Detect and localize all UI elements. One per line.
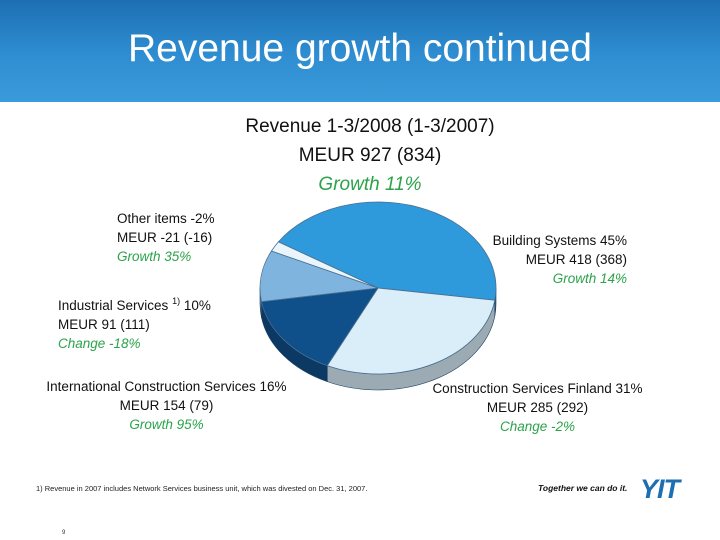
label-industrial-services-value: MEUR 91 (111) — [58, 317, 150, 332]
footnote: 1) Revenue in 2007 includes Network Serv… — [36, 484, 368, 493]
chart-total: MEUR 927 (834) — [298, 145, 442, 166]
footnote-marker: 1) — [172, 296, 181, 306]
label-building-systems-title: Building Systems 45% — [492, 233, 627, 248]
pie-slice-construction-services-finland — [326, 287, 496, 375]
label-industrial-services-title: Industrial Services 1) 10% — [58, 296, 211, 313]
pie-slice-international-construction-services — [261, 287, 379, 367]
chart-growth: Growth 11% — [318, 174, 422, 195]
label-construction-finland-growth: Change -2% — [499, 419, 576, 434]
label-industrial-services: Industrial Services 1) 10% MEUR 91 (111)… — [58, 292, 211, 353]
label-international-construction-value: MEUR 154 (79) — [119, 398, 214, 413]
pie-slice-building-systems — [277, 201, 497, 301]
label-other-items-growth: Growth 35% — [117, 249, 192, 264]
label-industrial-services-growth: Change -18% — [58, 336, 141, 351]
tagline: Together we can do it. — [538, 483, 628, 493]
pie-slice-other-items — [270, 241, 379, 289]
label-construction-finland: Construction Services Finland 31% MEUR 2… — [405, 379, 670, 436]
label-building-systems: Building Systems 45% MEUR 418 (368) Grow… — [427, 231, 627, 288]
yit-logo: YIT — [640, 474, 680, 504]
label-other-items-value: MEUR -21 (-16) — [117, 230, 213, 245]
label-building-systems-growth: Growth 14% — [552, 271, 627, 286]
label-other-items: Other items -2% MEUR -21 (-16) Growth 35… — [117, 209, 215, 266]
page-number: 9 — [62, 530, 66, 536]
title-banner — [0, 0, 720, 102]
label-international-construction-title: International Construction Services 16% — [46, 379, 287, 394]
page-title: Revenue growth continued — [128, 27, 592, 70]
label-other-items-title: Other items -2% — [117, 211, 215, 226]
label-construction-finland-title: Construction Services Finland 31% — [432, 381, 643, 396]
label-international-construction: International Construction Services 16% … — [14, 377, 319, 434]
label-international-construction-growth: Growth 95% — [129, 417, 204, 432]
label-construction-finland-value: MEUR 285 (292) — [486, 400, 589, 415]
chart-title: Revenue 1-3/2008 (1-3/2007) — [245, 116, 495, 137]
label-building-systems-value: MEUR 418 (368) — [525, 252, 627, 267]
